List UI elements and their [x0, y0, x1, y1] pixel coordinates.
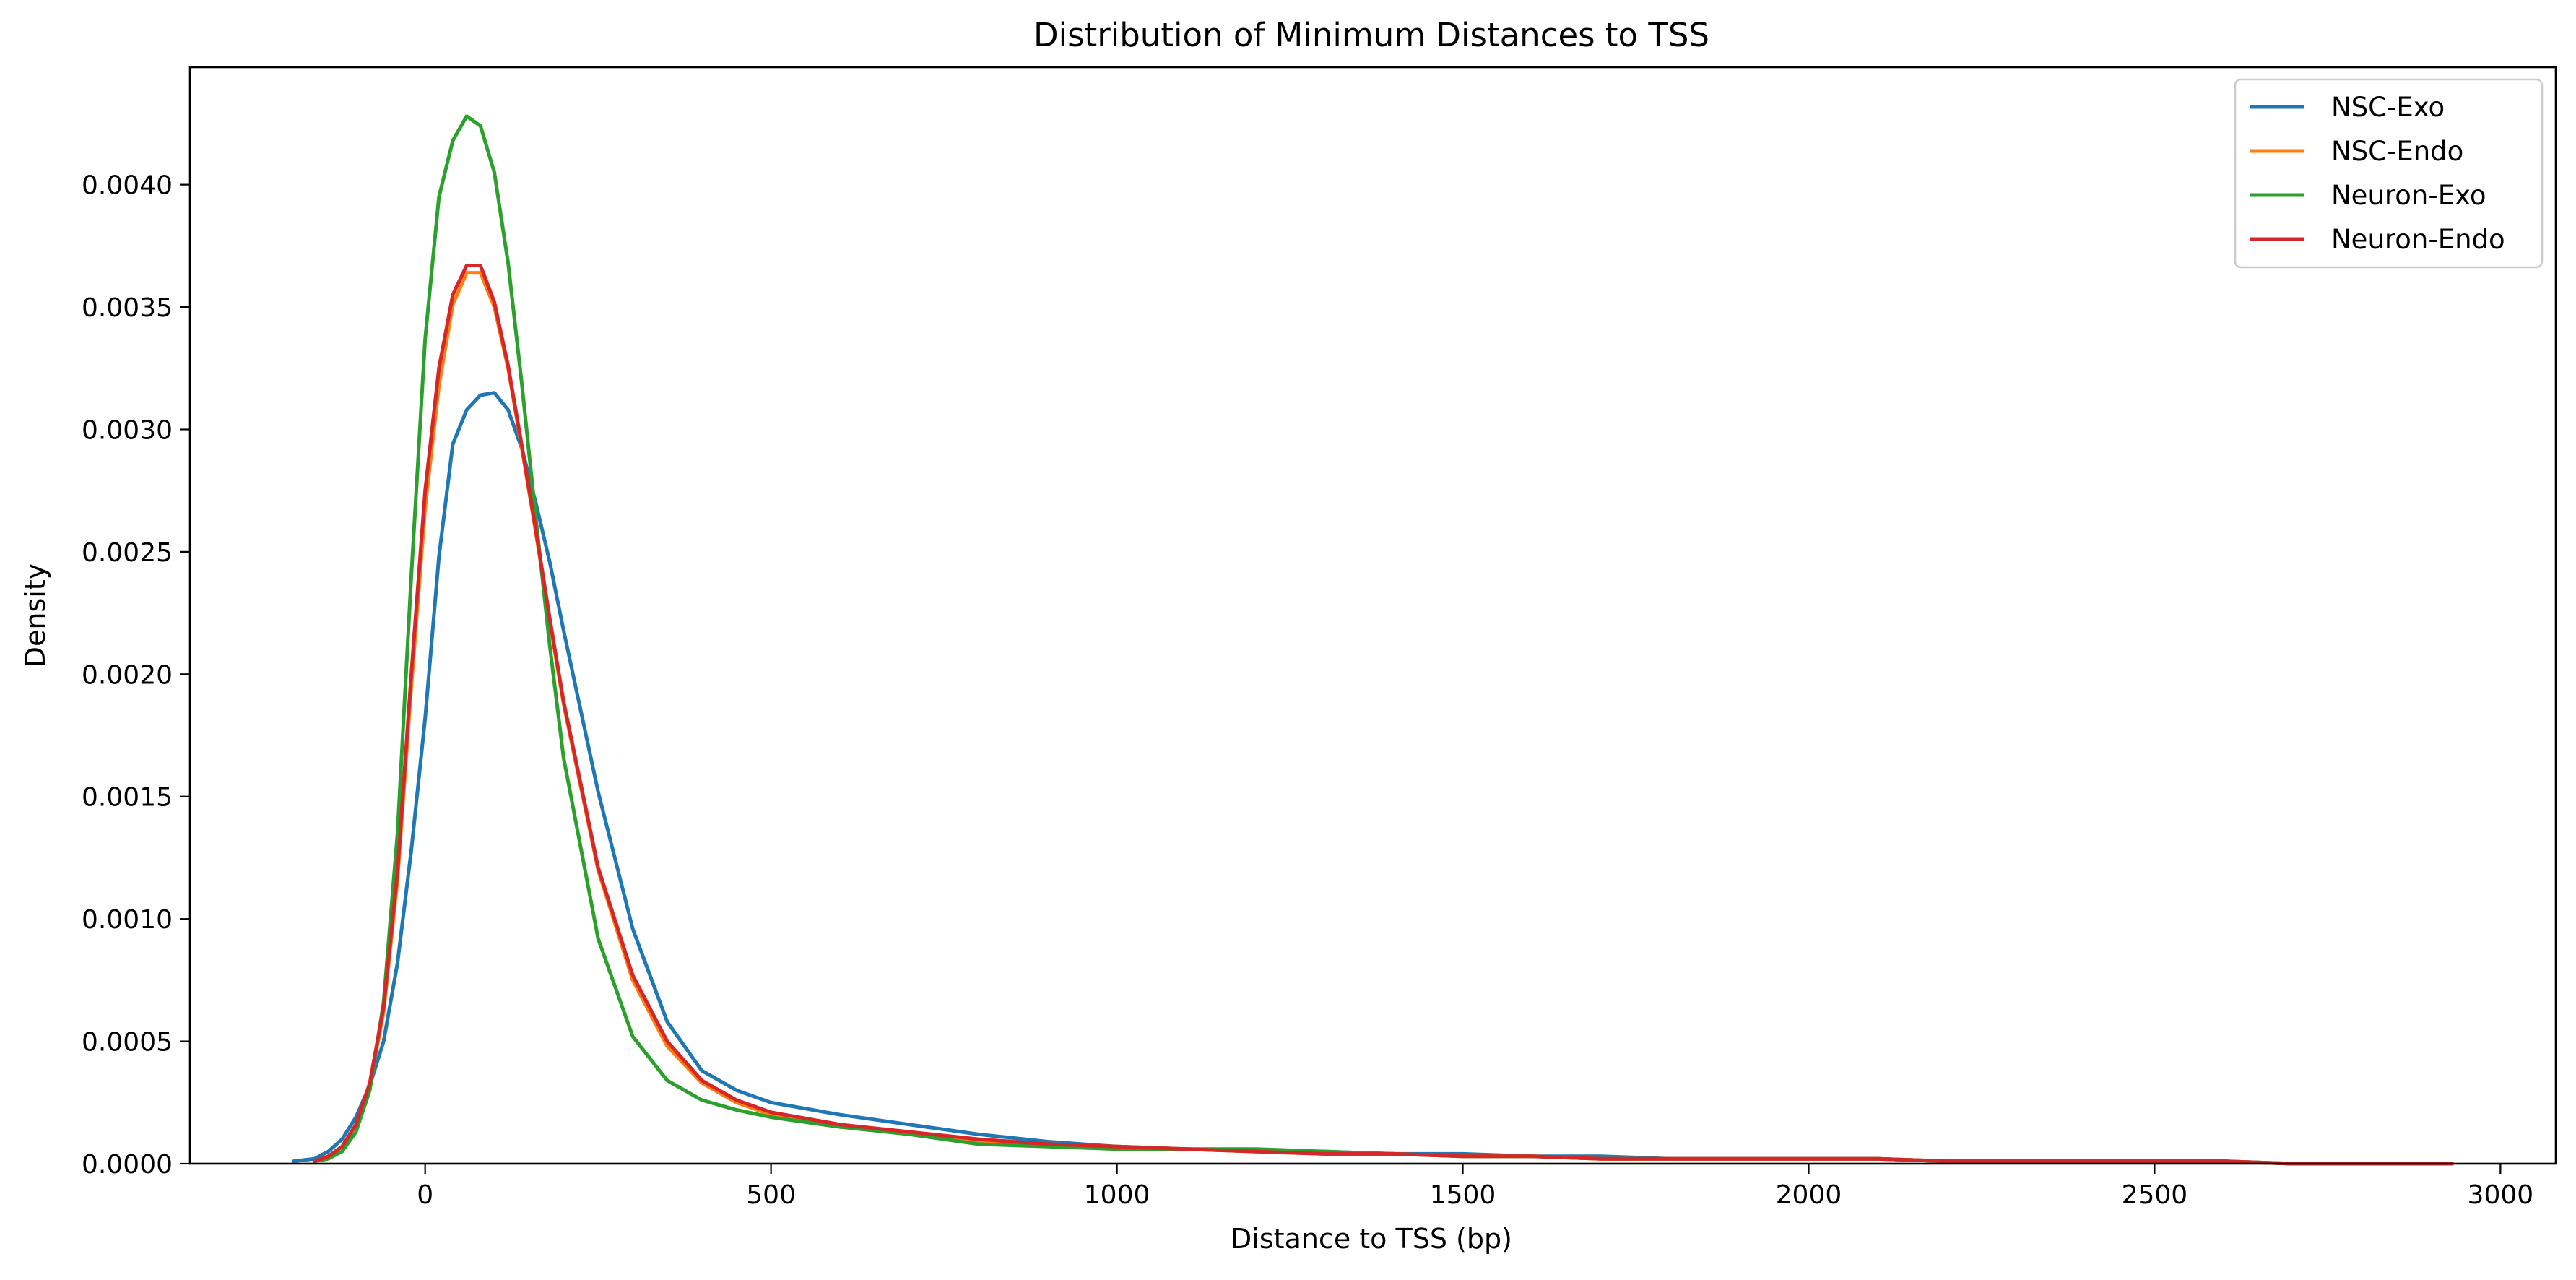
y-axis-label: Density — [19, 563, 51, 667]
plot-frame — [188, 66, 2557, 1165]
x-tick-label: 500 — [746, 1180, 796, 1210]
y-axis-ticks: 0.0000 0.0005 0.0010 0.0015 0.0020 0.0025 0.00… — [82, 171, 190, 1180]
y-tick-label: 0.0035 — [82, 293, 173, 323]
y-tick-label: 0.0025 — [82, 538, 173, 568]
legend-label-nsc-exo: NSC-Exo — [2331, 92, 2445, 123]
y-tick-label: 0.0000 — [82, 1150, 173, 1180]
x-tick-label: 3000 — [2468, 1180, 2534, 1210]
legend-items: NSC-Exo NSC-Endo Neuron-Exo Neuron-Endo — [2250, 92, 2505, 255]
x-tick-label: 0 — [417, 1180, 433, 1210]
y-tick-label: 0.0015 — [82, 783, 173, 813]
series-lines — [292, 114, 2454, 1166]
legend-box — [2234, 78, 2544, 269]
series-line-neuron-endo — [312, 264, 2454, 1166]
y-tick-label: 0.0010 — [82, 905, 173, 935]
y-tick-label: 0.0005 — [82, 1028, 173, 1058]
x-tick-label: 1000 — [1084, 1180, 1150, 1210]
legend-label-nsc-endo: NSC-Endo — [2331, 136, 2463, 167]
y-tick-label: 0.0030 — [82, 415, 173, 445]
x-tick-label: 1500 — [1430, 1180, 1496, 1210]
x-tick-label: 2000 — [1776, 1180, 1842, 1210]
y-tick-label: 0.0020 — [82, 660, 173, 690]
y-tick-label: 0.0040 — [82, 171, 173, 201]
x-axis-label: Distance to TSS (bp) — [1231, 1223, 1512, 1255]
legend: NSC-Exo NSC-Endo Neuron-Exo Neuron-Endo — [2234, 78, 2544, 269]
legend-label-neuron-endo: Neuron-Endo — [2331, 224, 2505, 255]
x-axis-ticks: 0 500 1000 1500 2000 2500 3000 — [417, 1164, 2533, 1210]
legend-label-neuron-exo: Neuron-Exo — [2331, 180, 2486, 211]
x-tick-label: 2500 — [2122, 1180, 2188, 1210]
chart-title: Distribution of Minimum Distances to TSS — [1033, 16, 1709, 54]
